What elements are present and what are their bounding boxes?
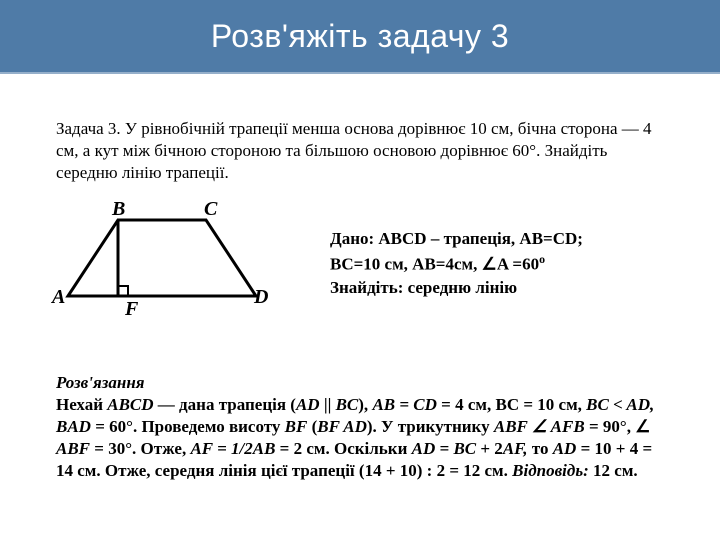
sol-1f: BC xyxy=(336,395,359,414)
sol-2p: то xyxy=(528,439,553,458)
sol-1a: Нехай xyxy=(56,395,107,414)
slide-root: Розв'яжіть задачу 3 Задача 3. У рівнобіч… xyxy=(0,0,720,540)
sol-2h: = 90°, ∠ xyxy=(585,417,651,436)
given-block: Дано: ABCD – трапеція, AB=CD; BC=10 см, … xyxy=(330,228,680,299)
sol-1h: AB = CD xyxy=(372,395,436,414)
sol-2e: BF AD xyxy=(317,417,367,436)
trapezoid-figure: B C A F D xyxy=(48,200,288,330)
sol-2d: ( xyxy=(307,417,317,436)
sol-2i: ABF xyxy=(56,439,90,458)
sol-2n: + 2 xyxy=(476,439,503,458)
sol-2f: ). У трикутнику xyxy=(367,417,494,436)
sol-2m: AD = BC xyxy=(412,439,476,458)
sol-2b: = 60°. Проведемо висоту xyxy=(91,417,285,436)
given-line3: Знайдіть: середню лінію xyxy=(330,277,680,300)
label-f: F xyxy=(125,298,138,321)
label-d: D xyxy=(254,286,268,309)
sol-1i: = 4 см, BC = 10 см, xyxy=(437,395,586,414)
sol-1e: || xyxy=(320,395,336,414)
sol-2j: = 30°. Отже, xyxy=(90,439,190,458)
given-line1: Дано: ABCD – трапеція, AB=CD; xyxy=(330,228,680,251)
solution-block: Розв'язання Нехай ABCD — дана трапеція (… xyxy=(56,372,672,482)
trapezoid-polygon xyxy=(68,220,256,296)
sol-1d: AD xyxy=(296,395,320,414)
title-bar: Розв'яжіть задачу 3 xyxy=(0,0,720,74)
sol-1b: ABCD xyxy=(107,395,153,414)
label-a: A xyxy=(52,286,65,309)
trapezoid-svg xyxy=(48,200,288,330)
label-c: C xyxy=(204,198,217,221)
answer-label: Відповідь: xyxy=(512,461,589,480)
problem-statement: Задача 3. У рівнобічній трапеції менша о… xyxy=(56,118,666,184)
sol-2o: AF, xyxy=(503,439,528,458)
solution-label: Розв'язання xyxy=(56,373,145,392)
sol-2c: BF xyxy=(285,417,308,436)
slide-title: Розв'яжіть задачу 3 xyxy=(211,18,509,55)
sol-2k: AF = 1/2AB xyxy=(190,439,275,458)
sol-1c: — дана трапеція ( xyxy=(154,395,296,414)
given-line2-text: BC=10 см, AB=4см, ∠A =60 xyxy=(330,255,539,274)
label-b: B xyxy=(112,198,125,221)
sol-2q: AD xyxy=(553,439,577,458)
given-line2: BC=10 см, AB=4см, ∠A =60o xyxy=(330,251,680,277)
sol-2l: = 2 см. Оскільки xyxy=(275,439,411,458)
sol-2g: ABF ∠ AFB xyxy=(494,417,585,436)
answer-text: 12 см. xyxy=(589,461,638,480)
given-degree-sup: o xyxy=(539,252,545,266)
sol-1g: ), xyxy=(358,395,372,414)
